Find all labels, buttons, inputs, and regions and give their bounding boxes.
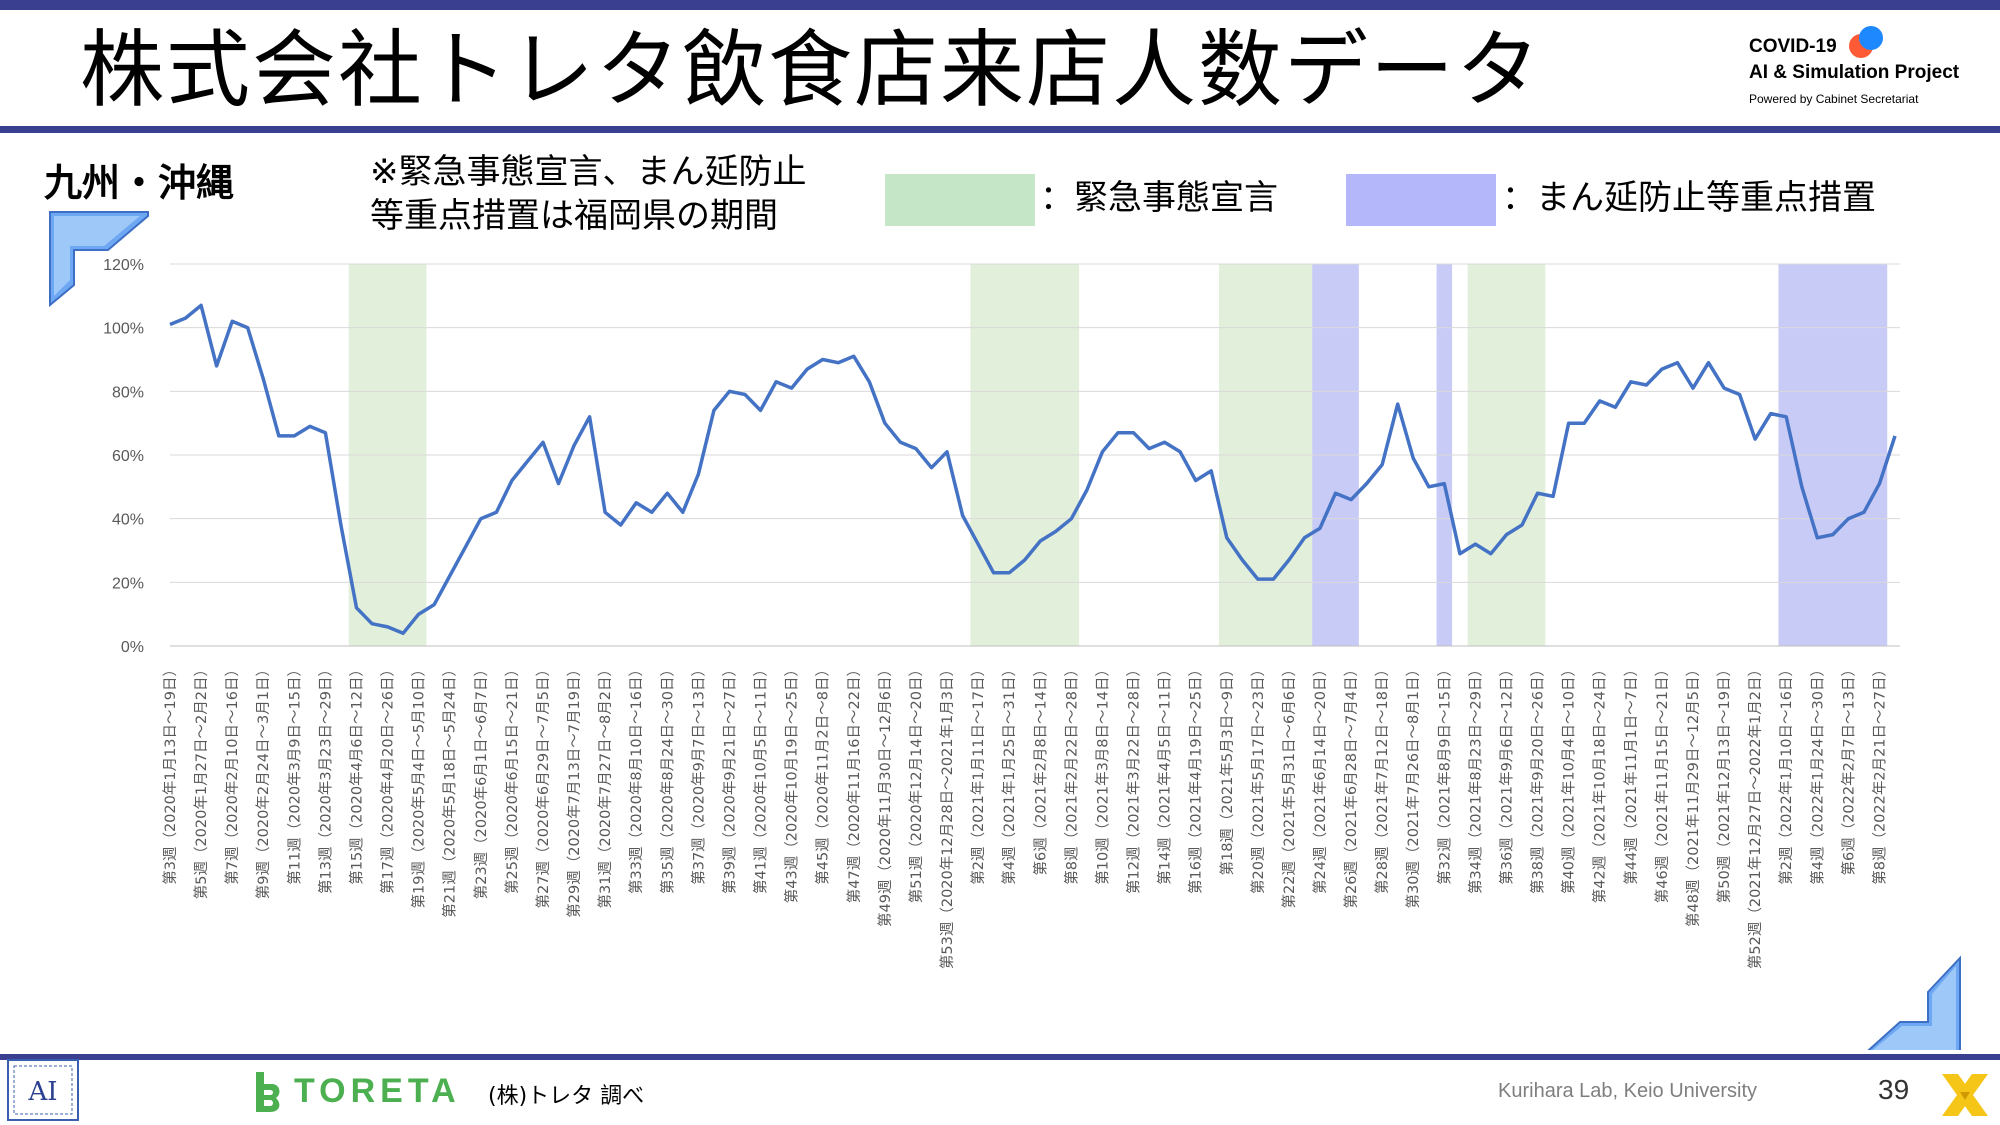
legend-emergency-swatch [885, 174, 1035, 226]
toreta-logo-icon [256, 1072, 280, 1112]
grid-layer [170, 263, 1900, 647]
project-line1: COVID-19 [1749, 36, 1837, 57]
x-tick-label: 第35週（2020年8月24日～30日） [658, 662, 676, 894]
x-tick-label: 第3週（2020年1月13日～19日） [161, 662, 179, 885]
y-tick-label: 120% [103, 257, 144, 274]
x-tick-label: 第29週（2020年7月13日～7月19日） [565, 662, 583, 918]
x-tick-label: 第44週（2021年11月1日～7日） [1622, 662, 1640, 885]
x-tick-label: 第39週（2020年9月21日～27日） [720, 662, 738, 894]
x-tick-label: 第7週（2020年2月10日～16日） [223, 662, 241, 885]
toreta-logo: TORETA [248, 1068, 456, 1118]
x-tick-label: 第12週（2021年3月22日～28日） [1125, 662, 1143, 894]
x-tick-label: 第22週（2021年5月31日～6月6日） [1280, 662, 1298, 908]
x-tick-label: 第16週（2021年4月19日～25日） [1187, 662, 1205, 894]
chart: 0% 20% 40% 60% 80% 100% 120% 第3週（2020年1月13日～19… [49, 211, 1961, 1050]
legend-manen-label: ：まん延防止等重点措置 [1502, 178, 1876, 218]
y-axis-ticks: 0% 20% 40% 60% 80% 100% 120% [103, 257, 144, 656]
y-tick-label: 40% [112, 512, 144, 529]
x-tick-label: 第37週（2020年9月7日～13日） [689, 662, 707, 885]
x-tick-label: 第43週（2020年10月19日～25日） [783, 662, 801, 903]
toreta-wordmark: TORETA [294, 1072, 461, 1110]
x-tick-label: 第28週（2021年7月12日～18日） [1373, 662, 1391, 894]
y-tick-label: 0% [121, 639, 144, 656]
period-note: ※緊急事態宣言、まん延防止 等重点措置は福岡県の期間 [370, 150, 807, 238]
x-tick-label: 第19週（2020年5月4日～5月10日） [410, 662, 428, 908]
x-tick-label: 第33週（2020年8月10日～16日） [627, 662, 645, 894]
legend-manen-swatch [1346, 174, 1496, 226]
x-axis-ticks: 第3週（2020年1月13日～19日） 第5週（2020年1月27日～2月2日） 第… [161, 662, 1888, 969]
y-tick-label: 20% [112, 575, 144, 592]
svg-text:AI: AI [27, 1077, 57, 1107]
series-line [169, 303, 1897, 636]
x-tick-label: 第8週（2021年2月22日～28日） [1062, 662, 1080, 885]
x-tick-label: 第53週（2020年12月28日～2021年1月3日） [938, 662, 956, 969]
x-tick-label: 第38週（2021年9月20日～26日） [1529, 662, 1547, 894]
x-tick-label: 第41週（2020年10月5日～11日） [752, 662, 770, 894]
x-tick-label: 第50週（2021年12月13日～19日） [1715, 662, 1733, 903]
legend-emergency-label: ：緊急事態宣言 [1040, 178, 1278, 218]
x-tick-label: 第6週（2021年2月8日～14日） [1031, 662, 1049, 876]
region-label: 九州・沖縄 [44, 161, 235, 205]
x-tick-label: 第20週（2021年5月17日～23日） [1249, 662, 1267, 894]
x-tick-label: 第14週（2021年4月5日～11日） [1156, 662, 1174, 885]
page-number: 39 [1878, 1074, 1910, 1105]
x-tick-label: 第52週（2021年12月27日～2022年1月2日） [1746, 662, 1764, 969]
x-tick-label: 第24週（2021年6月14日～20日） [1311, 662, 1329, 894]
credit-text: Kurihara Lab, Keio University [1498, 1080, 1758, 1102]
x-tick-label: 第49週（2020年11月30日～12月6日） [876, 662, 894, 927]
x-tick-label: 第15週（2020年4月6日～12日） [347, 662, 365, 885]
x-tick-label: 第23週（2020年6月1日～6月7日） [472, 662, 490, 899]
source-label: (株)トレタ 調べ [488, 1084, 645, 1109]
blue-dot-icon [1859, 26, 1883, 50]
page-title: 株式会社トレタ飲食店来店人数データ [80, 21, 1543, 119]
x-tick-label: 第10週（2021年3月8日～14日） [1093, 662, 1111, 885]
x-tick-label: 第48週（2021年11月29日～12月5日） [1684, 662, 1702, 927]
x-tick-label: 第40週（2021年10月4日～10日） [1560, 662, 1578, 894]
x-tick-label: 第5週（2020年1月27日～2月2日） [192, 662, 210, 899]
x-tick-label: 第46週（2021年11月15日～21日） [1653, 662, 1671, 903]
title-rule [0, 126, 2000, 133]
x-tick-label: 第13週（2020年3月23日～29日） [316, 662, 334, 894]
x-tick-label: 第9週（2020年2月24日～3月1日） [254, 662, 272, 899]
project-line3: Powered by Cabinet Secretariat [1749, 92, 1919, 106]
x-tick-label: 第26週（2021年6月28日～7月4日） [1342, 662, 1360, 908]
project-line2: AI & Simulation Project [1749, 62, 1960, 83]
x-tick-label: 第36週（2021年9月6日～12日） [1497, 662, 1515, 885]
corner-arrow-icon [49, 211, 149, 308]
x-tick-label: 第25週（2020年6月15日～21日） [503, 662, 521, 894]
x-tick-label: 第45週（2020年11月2日～8日） [814, 662, 832, 885]
x-tick-label: 第27週（2020年6月29日～7月5日） [534, 662, 552, 908]
period-note-line1: ※緊急事態宣言、まん延防止 [370, 152, 807, 192]
x-tick-label: 第31週（2020年7月27日～8月2日） [596, 662, 614, 908]
lab-logo-icon: AI [7, 1059, 79, 1121]
x-tick-label: 第8週（2022年2月21日～27日） [1870, 662, 1888, 885]
covid-project-logo: COVID-19 AI & Simulation Project Powered… [1745, 22, 1985, 117]
x-tick-label: 第6週（2022年2月7日～13日） [1839, 662, 1857, 876]
period-note-line2: 等重点措置は福岡県の期間 [370, 196, 778, 236]
x-tick-label: 第32週（2021年8月9日～15日） [1435, 662, 1453, 885]
corner-arrow-icon [1867, 955, 1961, 1050]
x-tick-label: 第21週（2020年5月18日～5月24日） [441, 662, 459, 918]
x-tick-label: 第34週（2021年8月23日～29日） [1466, 662, 1484, 894]
footer-rule [0, 1054, 2000, 1060]
x-logo-icon [1942, 1074, 1988, 1116]
y-tick-label: 100% [103, 321, 144, 338]
x-tick-label: 第18週（2021年5月3日～9日） [1218, 662, 1236, 876]
y-tick-label: 80% [112, 384, 144, 401]
x-tick-label: 第17週（2020年4月20日～26日） [379, 662, 397, 894]
x-tick-label: 第2週（2022年1月10日～16日） [1777, 662, 1795, 885]
y-tick-label: 60% [112, 448, 144, 465]
x-tick-label: 第2週（2021年1月11日～17日） [969, 662, 987, 885]
top-accent-bar [0, 0, 2000, 10]
x-tick-label: 第42週（2021年10月18日～24日） [1591, 662, 1609, 903]
x-tick-label: 第4週（2021年1月25日～31日） [1000, 662, 1018, 885]
x-tick-label: 第4週（2022年1月24日～30日） [1808, 662, 1826, 885]
x-tick-label: 第11週（2020年3月9日～15日） [285, 662, 303, 885]
x-tick-label: 第30週（2021年7月26日～8月1日） [1404, 662, 1422, 908]
x-tick-label: 第51週（2020年12月14日～20日） [907, 662, 925, 903]
x-tick-label: 第47週（2020年11月16日～22日） [845, 662, 863, 903]
